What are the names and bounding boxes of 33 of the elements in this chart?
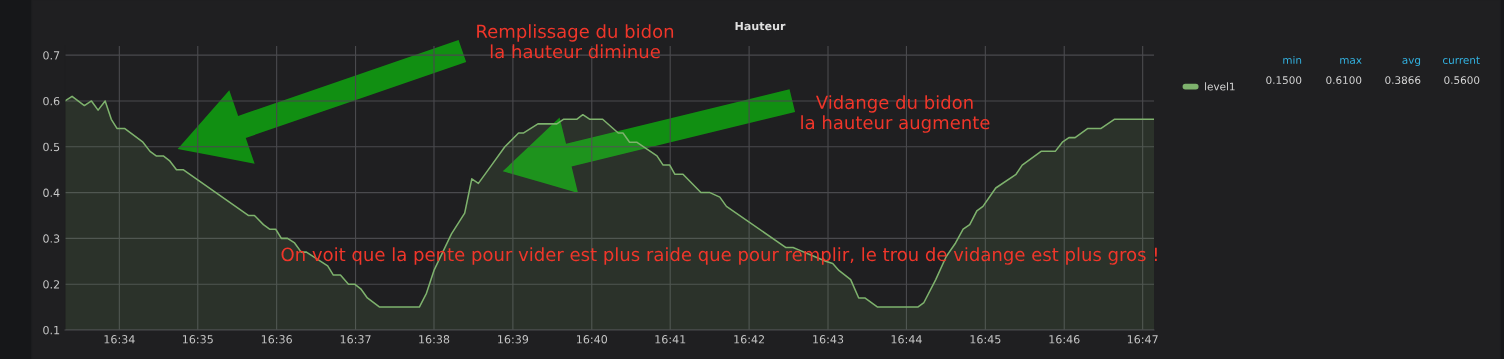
chart-title: Hauteur (735, 21, 786, 31)
x-tick-label: 16:38 (419, 335, 450, 344)
y-tick-label: 0.7 (43, 51, 60, 60)
y-tick-label: 0.4 (43, 188, 60, 197)
x-tick-label: 16:34 (104, 335, 135, 344)
x-tick-label: 16:36 (261, 335, 292, 344)
legend-label: level1 (1205, 82, 1235, 91)
annotation: Vidange du bidon la hauteur augmente (801, 95, 990, 133)
x-tick-label: 16:39 (498, 335, 529, 344)
y-tick-label: 0.2 (43, 280, 60, 289)
y-tick-label: 0.5 (43, 142, 60, 152)
annotation: Remplissage du bidon la hauteur diminue (477, 24, 674, 59)
x-tick-label: 16:45 (970, 335, 1001, 344)
x-tick-label: 16:46 (1049, 335, 1080, 344)
x-tick-label: 16:42 (734, 335, 765, 344)
text: 0.3866 (1385, 76, 1421, 85)
x-tick-label: 16:44 (891, 335, 922, 344)
x-tick-label: 16:47 (1127, 335, 1158, 344)
text: 0.1500 (1266, 76, 1302, 85)
y-tick-label: 0.3 (43, 234, 60, 243)
text: min (1283, 55, 1302, 64)
text: 0.6100 (1326, 76, 1362, 85)
text: current (1443, 56, 1480, 65)
x-tick-label: 16:35 (182, 335, 213, 344)
y-tick-label: 0.6 (43, 96, 60, 106)
text: max (1340, 58, 1362, 65)
x-tick-label: 16:41 (655, 335, 686, 344)
y-tick-label: 0.1 (43, 325, 60, 335)
text: avg (1402, 58, 1421, 67)
x-tick-label: 16:40 (576, 335, 608, 344)
x-tick-label: 16:43 (813, 335, 844, 344)
text: 0.5600 (1444, 76, 1480, 85)
x-tick-label: 16:37 (340, 335, 371, 344)
